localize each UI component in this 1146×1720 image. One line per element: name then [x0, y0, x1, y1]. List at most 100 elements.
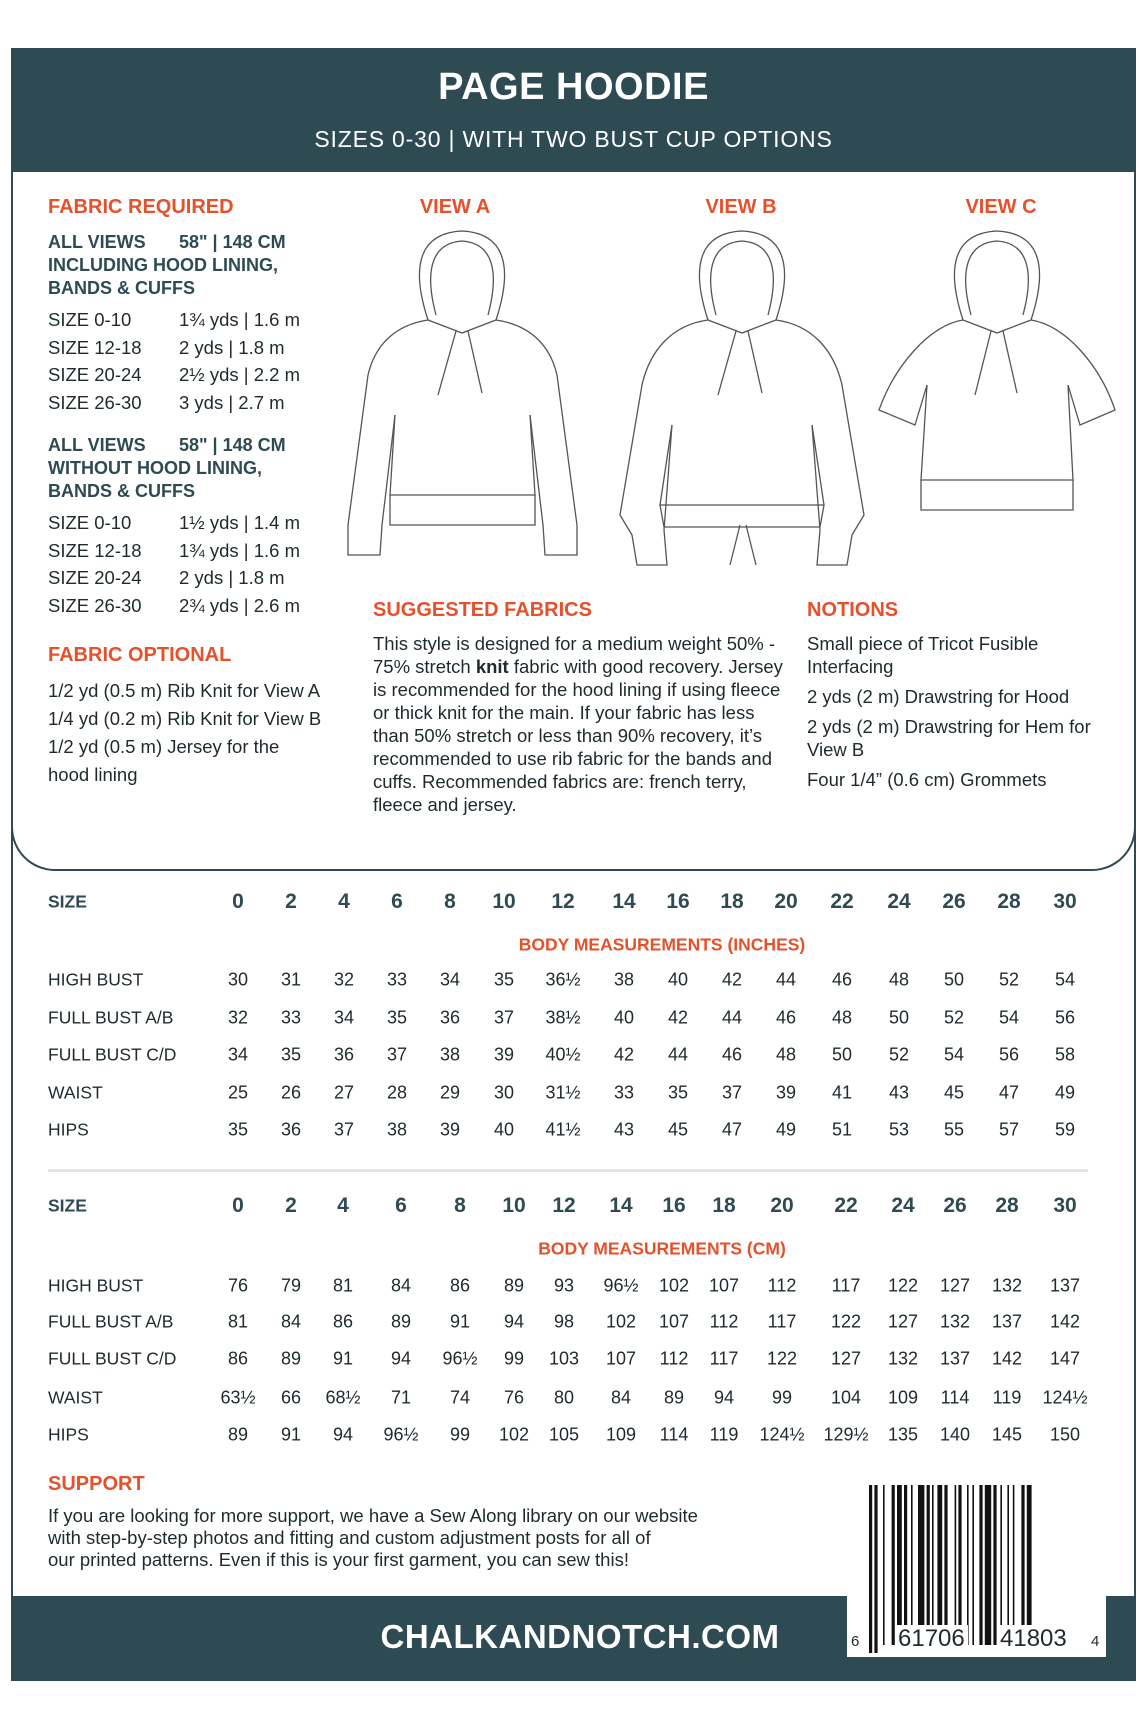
measurement-cell: 48 — [831, 1007, 853, 1028]
fabric-group-subtitle: WITHOUT HOOD LINING, — [48, 458, 262, 478]
size-column-header: 4 — [337, 1194, 349, 1217]
fabric-group: ALL VIEWS 58" | 148 CM INCLUDING HOOD LIN… — [48, 231, 300, 416]
suggested-fabrics-section: SUGGESTED FABRICS This style is designed… — [373, 599, 793, 816]
measurement-cell: 40 — [493, 1119, 515, 1140]
measurement-cell: 84 — [280, 1311, 302, 1332]
measurement-cell: 36½ — [545, 969, 581, 990]
measurement-cell: 52 — [998, 969, 1020, 990]
measurement-cell: 50 — [831, 1044, 853, 1065]
barcode-bar — [904, 1485, 908, 1645]
fabric-optional-line: 1/2 yd (0.5 m) Rib Knit for View A — [48, 680, 321, 701]
barcode-bar — [911, 1485, 913, 1645]
size-column-header: 20 — [774, 890, 798, 913]
measurement-cell: 50 — [943, 969, 965, 990]
support-section: SUPPORT If you are looking for more supp… — [48, 1473, 828, 1571]
measurement-cell: 49 — [1054, 1082, 1076, 1103]
measurement-cell: 38 — [613, 969, 635, 990]
measurement-cell: 42 — [613, 1044, 635, 1065]
measurement-cell: 94 — [503, 1311, 525, 1332]
measurement-cell: 39 — [439, 1119, 461, 1140]
measurement-cell: 96½ — [603, 1275, 639, 1296]
measurement-cell: 50 — [888, 1007, 910, 1028]
barcode-bar — [869, 1485, 873, 1653]
barcode-bar — [1000, 1485, 1002, 1645]
measurement-row-label: HIPS — [48, 1119, 89, 1140]
measurement-cell: 33 — [386, 969, 408, 990]
measurement-cell: 46 — [831, 969, 853, 990]
barcode-bar — [984, 1485, 992, 1645]
measurement-cell: 102 — [658, 1275, 690, 1296]
measurement-row-label: FULL BUST A/B — [48, 1311, 174, 1332]
view-c-hoodie-illustration — [878, 230, 1116, 511]
measurement-cell: 91 — [449, 1311, 471, 1332]
measurement-cell: 86 — [332, 1311, 354, 1332]
barcode-bar — [944, 1485, 948, 1653]
measurement-cell: 137 — [991, 1311, 1023, 1332]
measurement-cell: 44 — [721, 1007, 743, 1028]
measurement-cell: 49 — [775, 1119, 797, 1140]
size-column-header: 6 — [391, 890, 403, 913]
measurement-cell: 43 — [613, 1119, 635, 1140]
measurement-cell: 84 — [610, 1387, 632, 1408]
barcode-bar — [926, 1485, 930, 1645]
measurement-cell: 147 — [1049, 1348, 1081, 1369]
info-panel — [11, 170, 1136, 871]
measurement-cell: 119 — [709, 1424, 739, 1445]
measurement-cell: 45 — [943, 1082, 965, 1103]
barcode-bar — [979, 1485, 983, 1645]
size-column-header: 30 — [1053, 1194, 1077, 1217]
size-column-header: 6 — [395, 1194, 407, 1217]
website-link[interactable]: CHALKANDNOTCH.COM — [380, 1618, 780, 1655]
measurement-cell: 94 — [713, 1387, 735, 1408]
barcode-digits-right: 41803 — [997, 1625, 1070, 1653]
measurement-cell: 74 — [449, 1387, 471, 1408]
measurement-cell: 51 — [831, 1119, 853, 1140]
measurement-cell: 127 — [887, 1311, 919, 1332]
measurement-cell: 48 — [775, 1044, 797, 1065]
measurement-cell: 99 — [503, 1348, 525, 1369]
measurement-cell: 29 — [439, 1082, 461, 1103]
table-divider — [48, 1169, 1088, 1172]
measurement-cell: 109 — [887, 1387, 919, 1408]
barcode-bars — [869, 1485, 1032, 1653]
measurement-cell: 37 — [386, 1044, 408, 1065]
measurement-cell: 32 — [333, 969, 355, 990]
view-a-hoodie-illustration — [347, 230, 578, 556]
measurement-cell: 35 — [227, 1119, 249, 1140]
measurement-cell: 39 — [775, 1082, 797, 1103]
size-column-header: 28 — [997, 890, 1021, 913]
measurement-cell: 48 — [888, 969, 910, 990]
size-column-header: 24 — [887, 890, 911, 913]
measurement-cell: 36 — [439, 1007, 461, 1028]
support-heading: SUPPORT — [48, 1473, 145, 1495]
measurement-cell: 36 — [333, 1044, 355, 1065]
measurement-cell: 89 — [280, 1348, 302, 1369]
size-column-header: 2 — [285, 1194, 297, 1217]
measurement-cell: 34 — [333, 1007, 355, 1028]
measurement-cell: 46 — [775, 1007, 797, 1028]
barcode-digit-first: 6 — [851, 1633, 860, 1650]
fabric-optional-line: 1/2 yd (0.5 m) Jersey for the — [48, 736, 280, 757]
fabric-group-subtitle: INCLUDING HOOD LINING, — [48, 255, 278, 275]
size-column-header: 10 — [502, 1194, 526, 1217]
barcode-bar — [891, 1485, 895, 1645]
measurement-row-label: HIGH BUST — [48, 969, 144, 990]
barcode-bar — [972, 1485, 974, 1645]
barcode-bar — [1012, 1485, 1015, 1645]
measurement-row-label: HIGH BUST — [48, 1275, 144, 1296]
measurement-cell: 105 — [548, 1424, 580, 1445]
measurement-cell: 112 — [709, 1311, 739, 1332]
fabric-group-subtitle: BANDS & CUFFS — [48, 278, 195, 298]
measurement-cell: 33 — [280, 1007, 302, 1028]
measurement-row-label: WAIST — [48, 1387, 103, 1408]
measurement-cell: 39 — [493, 1044, 515, 1065]
measurement-cell: 56 — [998, 1044, 1020, 1065]
measurement-cell: 37 — [333, 1119, 355, 1140]
measurement-cell: 56 — [1054, 1007, 1076, 1028]
fabric-group: ALL VIEWS 58" | 148 CM WITHOUT HOOD LININ… — [48, 434, 300, 619]
size-column-header: 16 — [666, 890, 690, 913]
measurement-cell: 44 — [667, 1044, 689, 1065]
size-column-header: 20 — [770, 1194, 794, 1217]
barcode-bar — [954, 1485, 957, 1653]
support-line: If you are looking for more support, we … — [48, 1505, 698, 1526]
